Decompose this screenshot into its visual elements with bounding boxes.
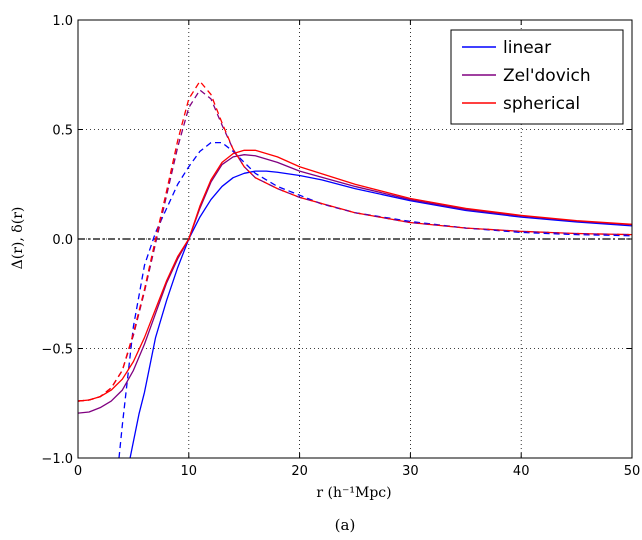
y-tick-label: 1.0 [52, 14, 73, 29]
legend-label: linear [503, 38, 551, 58]
series-line-0 [129, 170, 632, 458]
y-axis-label: Δ(r), δ(r) [10, 207, 26, 270]
series-line-2 [78, 154, 632, 414]
x-tick-label: 10 [181, 464, 198, 479]
series-line-4 [78, 149, 632, 402]
y-tick-label: 0.5 [52, 124, 73, 139]
figure-caption: (a) [335, 516, 356, 534]
legend: linear Zel'dovich spherical [450, 29, 624, 125]
x-tick-label: 40 [513, 464, 530, 479]
series-line-1 [118, 141, 632, 458]
x-tick-label: 0 [74, 464, 82, 479]
x-tick-label: 30 [402, 464, 419, 479]
series-line-3 [78, 89, 632, 402]
y-tick-label: −1.0 [41, 452, 73, 467]
legend-box [450, 29, 624, 125]
y-tick-label: 0.0 [52, 233, 73, 248]
series-group [78, 80, 632, 458]
y-tick-label: −0.5 [41, 343, 73, 358]
x-axis-label: r (h⁻¹Mpc) [316, 485, 391, 501]
series-line-5 [78, 80, 632, 402]
legend-label: Zel'dovich [503, 66, 591, 86]
x-tick-label: 50 [624, 464, 641, 479]
axis-ticks: 0 10 20 30 40 50 −1.0 −0.5 0.0 0.5 1.0 [41, 14, 640, 479]
legend-label: spherical [503, 94, 580, 114]
x-tick-label: 20 [291, 464, 308, 479]
